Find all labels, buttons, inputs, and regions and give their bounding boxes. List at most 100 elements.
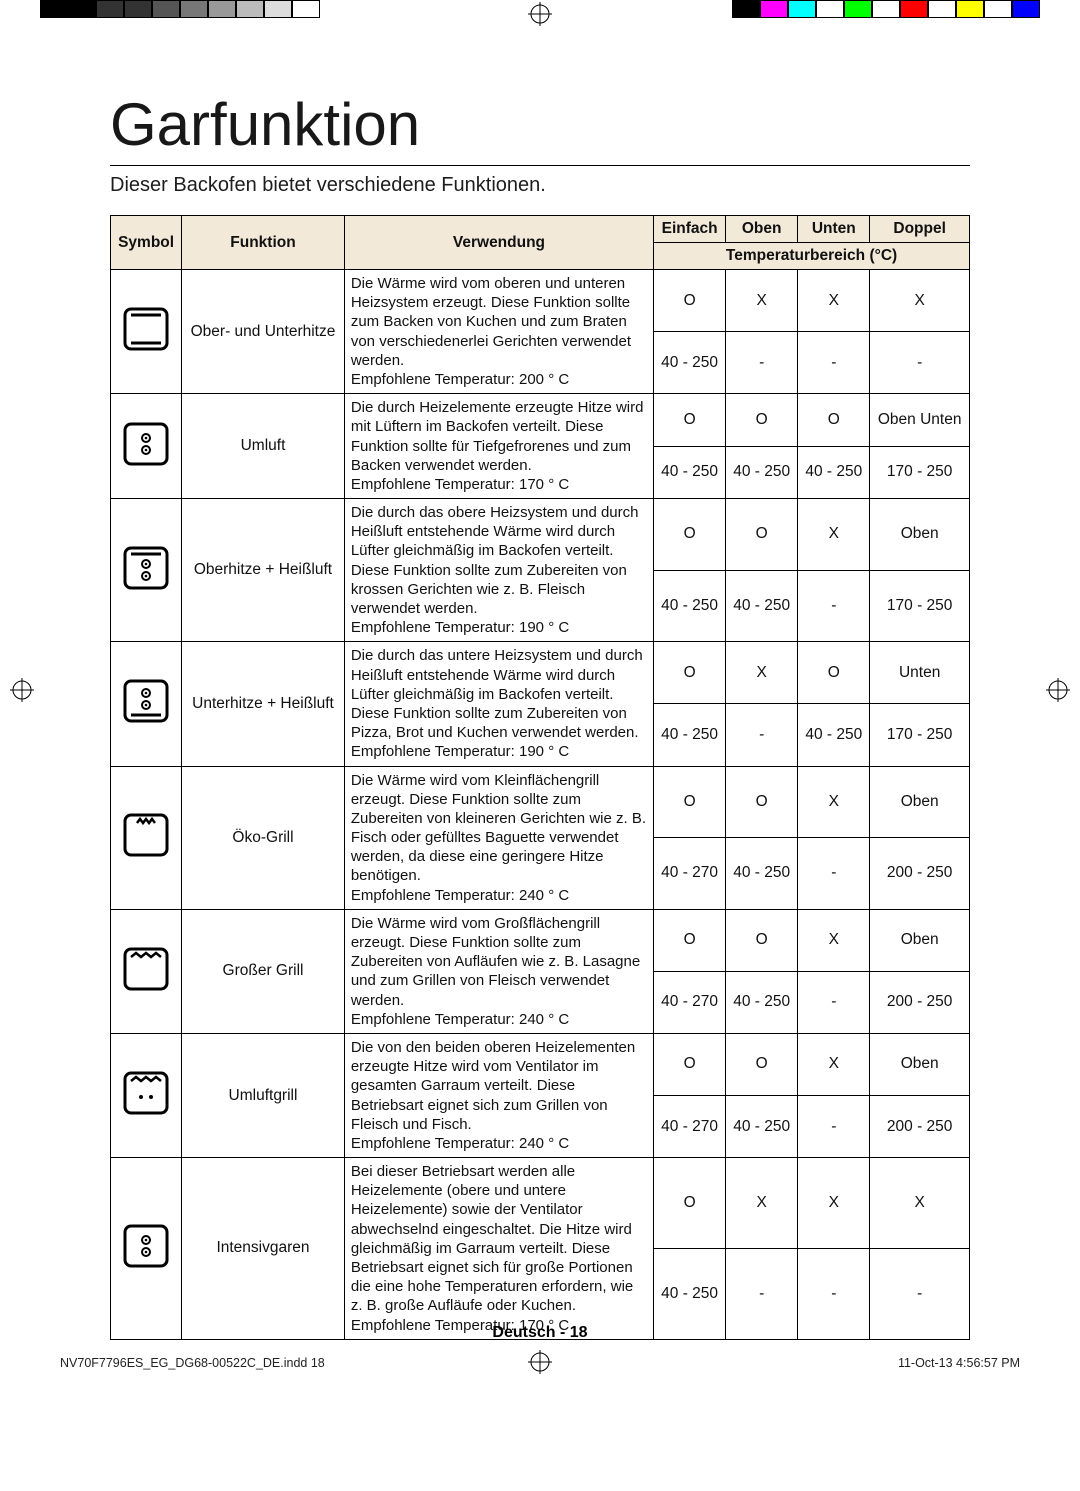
cell-einfach-r2: 40 - 270 bbox=[654, 971, 726, 1033]
cell-unten-r1: X bbox=[798, 499, 870, 571]
cell-oben-r2: 40 - 250 bbox=[726, 838, 798, 910]
cell-unten-r1: X bbox=[798, 270, 870, 332]
cell-doppel-r1: Oben bbox=[870, 499, 970, 571]
col-verwendung: Verwendung bbox=[344, 216, 653, 270]
function-name: Öko-Grill bbox=[182, 766, 345, 909]
usage-text: Die durch Heizelemente erzeugte Hitze wi… bbox=[344, 394, 653, 499]
cell-einfach-r1: O bbox=[654, 1033, 726, 1095]
usage-text: Die von den beiden oberen Heizelementen … bbox=[344, 1033, 653, 1157]
cell-doppel-r2: 170 - 250 bbox=[870, 446, 970, 498]
cell-doppel-r2: 200 - 250 bbox=[870, 1096, 970, 1158]
col-symbol: Symbol bbox=[111, 216, 182, 270]
table-row: Unterhitze + Heißluft Die durch das unte… bbox=[111, 642, 970, 704]
cell-oben-r2: - bbox=[726, 332, 798, 394]
cell-einfach-r1: O bbox=[654, 909, 726, 971]
cell-einfach-r2: 40 - 250 bbox=[654, 446, 726, 498]
registration-mark-icon bbox=[1046, 678, 1070, 702]
usage-text: Die Wärme wird vom oberen und unteren He… bbox=[344, 270, 653, 394]
table-row: Oberhitze + Heißluft Die durch das obere… bbox=[111, 499, 970, 571]
cell-unten-r1: O bbox=[798, 394, 870, 446]
cell-doppel-r2: 170 - 250 bbox=[870, 570, 970, 642]
function-name: Ober- und Unterhitze bbox=[182, 270, 345, 394]
cell-doppel-r1: Oben bbox=[870, 909, 970, 971]
page-subtitle: Dieser Backofen bietet verschiedene Funk… bbox=[110, 174, 970, 197]
cell-doppel-r1: Oben bbox=[870, 766, 970, 838]
cell-unten-r2: 40 - 250 bbox=[798, 446, 870, 498]
cell-oben-r2: 40 - 250 bbox=[726, 971, 798, 1033]
cell-doppel-r2: - bbox=[870, 332, 970, 394]
symbol-cell bbox=[111, 766, 182, 909]
cell-oben-r2: - bbox=[726, 704, 798, 766]
cell-einfach-r1: O bbox=[654, 394, 726, 446]
function-name: Großer Grill bbox=[182, 909, 345, 1033]
cell-oben-r2: 40 - 250 bbox=[726, 570, 798, 642]
usage-text: Die durch das untere Heizsystem und durc… bbox=[344, 642, 653, 766]
cell-oben-r2: 40 - 250 bbox=[726, 1096, 798, 1158]
cell-einfach-r1: O bbox=[654, 270, 726, 332]
symbol-cell bbox=[111, 499, 182, 642]
col-einfach: Einfach bbox=[654, 216, 726, 243]
cell-einfach-r1: O bbox=[654, 766, 726, 838]
cell-doppel-r1: Unten bbox=[870, 642, 970, 704]
col-oben: Oben bbox=[726, 216, 798, 243]
cell-einfach-r2: 40 - 250 bbox=[654, 570, 726, 642]
print-info: NV70F7796ES_EG_DG68-00522C_DE.indd 18 11… bbox=[60, 1356, 1020, 1370]
table-row: Umluft Die durch Heizelemente erzeugte H… bbox=[111, 394, 970, 446]
cell-einfach-r2: 40 - 270 bbox=[654, 838, 726, 910]
table-row: Ober- und Unterhitze Die Wärme wird vom … bbox=[111, 270, 970, 332]
cell-einfach-r2: 40 - 250 bbox=[654, 332, 726, 394]
symbol-cell bbox=[111, 909, 182, 1033]
col-doppel: Doppel bbox=[870, 216, 970, 243]
table-row: Intensivgaren Bei dieser Betriebsart wer… bbox=[111, 1158, 970, 1249]
registration-mark-icon bbox=[528, 2, 552, 26]
page-title: Garfunktion bbox=[110, 90, 970, 166]
col-funktion: Funktion bbox=[182, 216, 345, 270]
functions-table: Symbol Funktion Verwendung Einfach Oben … bbox=[110, 215, 970, 1340]
cell-doppel-r2: 200 - 250 bbox=[870, 971, 970, 1033]
cell-einfach-r2: 40 - 270 bbox=[654, 1096, 726, 1158]
cell-oben-r1: O bbox=[726, 394, 798, 446]
cell-doppel-r1: Oben bbox=[870, 1033, 970, 1095]
table-row: Umluftgrill Die von den beiden oberen He… bbox=[111, 1033, 970, 1095]
cell-doppel-r1: X bbox=[870, 270, 970, 332]
cell-oben-r1: O bbox=[726, 909, 798, 971]
cell-einfach-r1: O bbox=[654, 642, 726, 704]
usage-text: Die durch das obere Heizsystem und durch… bbox=[344, 499, 653, 642]
usage-text: Die Wärme wird vom Großflächengrill erze… bbox=[344, 909, 653, 1033]
symbol-cell bbox=[111, 394, 182, 499]
usage-text: Die Wärme wird vom Kleinflächengrill erz… bbox=[344, 766, 653, 909]
cell-unten-r1: O bbox=[798, 642, 870, 704]
function-name: Unterhitze + Heißluft bbox=[182, 642, 345, 766]
cell-doppel-r1: Oben Unten bbox=[870, 394, 970, 446]
cell-doppel-r2: 200 - 250 bbox=[870, 838, 970, 910]
cell-unten-r2: - bbox=[798, 570, 870, 642]
col-temp-range: Temperaturbereich (°C) bbox=[654, 243, 970, 270]
symbol-cell bbox=[111, 270, 182, 394]
symbol-cell bbox=[111, 1033, 182, 1157]
cell-einfach-r1: O bbox=[654, 1158, 726, 1249]
table-row: Großer Grill Die Wärme wird vom Großfläc… bbox=[111, 909, 970, 971]
function-name: Intensivgaren bbox=[182, 1158, 345, 1340]
cell-doppel-r2: 170 - 250 bbox=[870, 704, 970, 766]
cell-unten-r2: - bbox=[798, 838, 870, 910]
cell-unten-r1: X bbox=[798, 1158, 870, 1249]
cell-einfach-r2: 40 - 250 bbox=[654, 704, 726, 766]
footer-page: 18 bbox=[570, 1324, 588, 1341]
cell-unten-r1: X bbox=[798, 1033, 870, 1095]
cell-oben-r1: O bbox=[726, 766, 798, 838]
cell-unten-r1: X bbox=[798, 909, 870, 971]
cell-unten-r2: 40 - 250 bbox=[798, 704, 870, 766]
cell-unten-r2: - bbox=[798, 1096, 870, 1158]
cell-oben-r1: O bbox=[726, 1033, 798, 1095]
cell-oben-r1: O bbox=[726, 499, 798, 571]
symbol-cell bbox=[111, 642, 182, 766]
table-row: Öko-Grill Die Wärme wird vom Kleinfläche… bbox=[111, 766, 970, 838]
cell-doppel-r1: X bbox=[870, 1158, 970, 1249]
cell-unten-r1: X bbox=[798, 766, 870, 838]
usage-text: Bei dieser Betriebsart werden alle Heize… bbox=[344, 1158, 653, 1340]
cell-oben-r1: X bbox=[726, 270, 798, 332]
print-time: 11-Oct-13 4:56:57 PM bbox=[898, 1356, 1020, 1370]
function-name: Umluftgrill bbox=[182, 1033, 345, 1157]
col-unten: Unten bbox=[798, 216, 870, 243]
registration-mark-icon bbox=[10, 678, 34, 702]
